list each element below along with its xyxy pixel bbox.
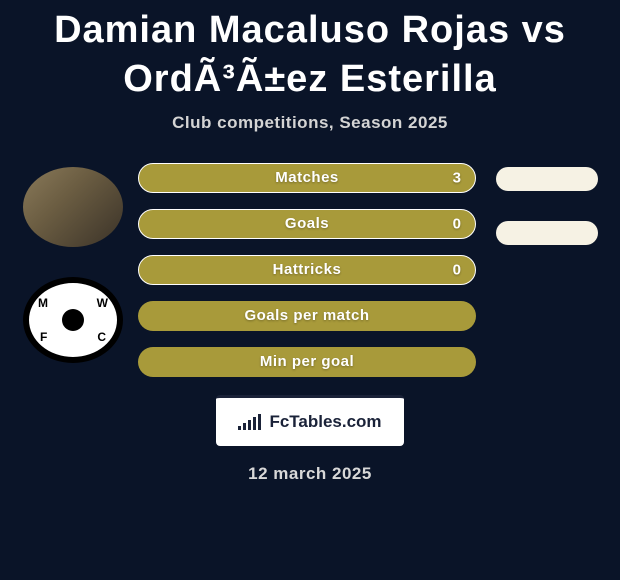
stat-label: Matches — [275, 169, 339, 186]
stat-value: 0 — [453, 261, 461, 278]
stat-bar: Goals per match — [138, 301, 476, 331]
stats-bars: Matches 3 Goals 0 Hattricks 0 Goals per match M… — [138, 163, 482, 377]
bar-chart-icon — [238, 414, 261, 430]
stat-bar: Matches 3 — [138, 163, 476, 193]
stat-value: 0 — [453, 215, 461, 232]
stat-label: Min per goal — [260, 353, 354, 370]
footer: FcTables.com 12 march 2025 — [8, 395, 612, 484]
page-subtitle: Club competitions, Season 2025 — [8, 113, 612, 133]
badge-ball-icon — [62, 309, 84, 331]
badge-letter: F — [40, 330, 47, 344]
left-column: M W F C — [8, 163, 138, 363]
stat-label: Goals — [285, 215, 329, 232]
stat-bar: Min per goal — [138, 347, 476, 377]
comparison-pill — [496, 167, 598, 191]
stat-label: Goals per match — [244, 307, 369, 324]
stat-value: 3 — [453, 169, 461, 186]
brand-text: FcTables.com — [269, 412, 381, 432]
stat-bar: Hattricks 0 — [138, 255, 476, 285]
player-avatar — [23, 167, 123, 247]
comparison-pill — [496, 221, 598, 245]
brand-box: FcTables.com — [216, 395, 403, 446]
right-column — [482, 163, 612, 245]
badge-letter: C — [97, 330, 106, 344]
page-title: Damian Macaluso Rojas vs OrdÃ³Ã±ez Ester… — [8, 0, 612, 113]
badge-letter: M — [38, 296, 48, 310]
date-text: 12 march 2025 — [248, 464, 372, 484]
stats-section: M W F C Matches 3 Goals 0 Hattricks 0 Goals pe… — [8, 163, 612, 377]
stat-label: Hattricks — [273, 261, 342, 278]
badge-letter: W — [97, 296, 108, 310]
stat-bar: Goals 0 — [138, 209, 476, 239]
team-badge: M W F C — [23, 277, 123, 363]
